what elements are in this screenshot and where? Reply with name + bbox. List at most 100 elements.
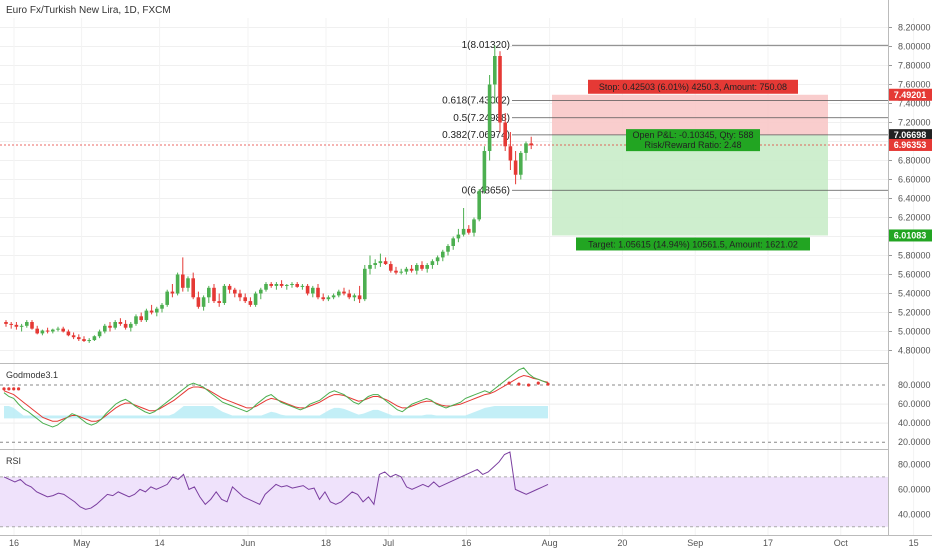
candle-body (14, 324, 19, 327)
rsi-tick-label: 80.0000 (898, 459, 931, 469)
godmode-tick-label: 40.0000 (898, 418, 931, 428)
candle-body (347, 293, 351, 298)
fib-level-label: 0.618(7.43002) (442, 96, 510, 107)
price-tick-label: 5.80000 (898, 251, 931, 261)
candle-body (243, 297, 247, 302)
candle-body (160, 304, 164, 309)
candle-body (207, 287, 211, 298)
candle-body (295, 284, 299, 287)
price-tick-label: 5.60000 (898, 270, 931, 280)
godmode-green-line (3, 367, 549, 428)
candle-body (508, 146, 513, 161)
candle-body (321, 297, 325, 300)
price-tag-label: 6.96353 (894, 140, 927, 150)
time-tick-label: 14 (155, 538, 165, 548)
candle-body (227, 285, 232, 290)
candle-body (274, 284, 279, 286)
candle-body (25, 322, 29, 326)
candle-body (175, 274, 180, 294)
candle-body (139, 316, 143, 321)
target-zone (552, 135, 828, 236)
price-tick-label: 6.60000 (898, 175, 931, 185)
candle-body (191, 278, 195, 298)
candle-body (378, 261, 383, 264)
godmode-area (4, 406, 548, 419)
price-tick-label: 4.80000 (898, 346, 931, 356)
chart-title: Euro Fx/Turkish New Lira, 1D, FXCM (6, 5, 171, 16)
price-tag-target (889, 229, 932, 242)
candle-body (404, 268, 409, 272)
candle-body (134, 316, 138, 324)
godmode-signal-dot (517, 382, 521, 386)
price-axis[interactable]: 4.80000 5.00000 5.20000 5.40000 5.60000 5.800… (888, 23, 931, 356)
price-tick-label: 6.20000 (898, 213, 931, 223)
time-tick-label: 17 (763, 538, 773, 548)
candle-body (97, 331, 102, 337)
candle-body (435, 257, 440, 262)
price-tick-label: 7.80000 (898, 61, 931, 71)
price-tick-label: 8.00000 (898, 42, 931, 52)
rsi-tick-label: 40.0000 (898, 509, 931, 519)
price-tag-label: 7.49201 (894, 90, 927, 100)
candle-body (123, 323, 128, 328)
godmode-title[interactable]: Godmode3.1 (6, 370, 58, 380)
candle-body (383, 261, 388, 265)
candle-body (181, 274, 185, 288)
time-tick-label: 18 (321, 538, 331, 548)
price-tag-stop (889, 88, 932, 101)
time-tick-label: 20 (617, 538, 627, 548)
rsi-title[interactable]: RSI (6, 456, 21, 466)
candle-body (66, 331, 71, 336)
candle-body (222, 285, 227, 303)
godmode-signal-dot (546, 382, 550, 386)
candle-body (409, 268, 414, 271)
time-tick-label: Oct (834, 538, 849, 548)
candle-body (425, 265, 429, 269)
candlestick-series (4, 45, 533, 343)
position-labels: Stop: 0.42503 (6.01%) 4250.3, Amount: 75… (576, 79, 810, 251)
candle-body (368, 265, 372, 269)
candle-body (363, 268, 367, 300)
candle-body (290, 284, 294, 285)
candle-body (149, 310, 154, 313)
candle-body (233, 289, 237, 294)
candle-body (129, 323, 133, 328)
candle-body (40, 330, 45, 334)
candle-body (482, 151, 487, 191)
price-tag-current (889, 138, 932, 151)
price-tick-label: 8.20000 (898, 23, 931, 33)
candle-body (264, 284, 268, 290)
time-tick-label: May (73, 538, 91, 548)
rsi-line (3, 451, 549, 510)
candle-body (311, 287, 315, 294)
time-tick-label: 16 (461, 538, 471, 548)
stop-label: Stop: 0.42503 (6.01%) 4250.3, Amount: 75… (599, 82, 787, 92)
time-axis[interactable]: 16May14Jun18Jul16Aug20Sep17Oct15Nov (9, 538, 932, 548)
target-label: Target: 1.05615 (14.94%) 10561.5, Amount… (588, 239, 798, 249)
open-pnl-label: Open P&L: -0.10345, Qty: 588 (632, 130, 753, 140)
candle-body (248, 301, 253, 305)
godmode-tick-label: 60.0000 (898, 399, 931, 409)
risk-reward-label: Risk/Reward Ratio: 2.48 (644, 140, 741, 150)
fib-level-label: 0.382(7.06974) (442, 130, 510, 141)
candle-body (441, 251, 445, 258)
candle-body (186, 278, 190, 288)
fib-level-label: 1(8.01320) (462, 40, 510, 51)
candle-body (77, 337, 81, 340)
price-tick-label: 7.60000 (898, 80, 931, 90)
candle-body (51, 329, 55, 332)
candle-body (285, 284, 289, 286)
candle-body (56, 328, 60, 330)
price-tick-label: 5.00000 (898, 327, 931, 337)
candle-body (9, 323, 13, 325)
candle-body (420, 265, 424, 269)
price-tick-label: 7.40000 (898, 99, 931, 109)
candle-body (342, 291, 346, 294)
candle-body (513, 160, 518, 175)
godmode-tick-label: 80.0000 (898, 380, 931, 390)
candle-body (108, 325, 112, 328)
candle-body (399, 271, 403, 273)
candle-body (300, 285, 305, 287)
